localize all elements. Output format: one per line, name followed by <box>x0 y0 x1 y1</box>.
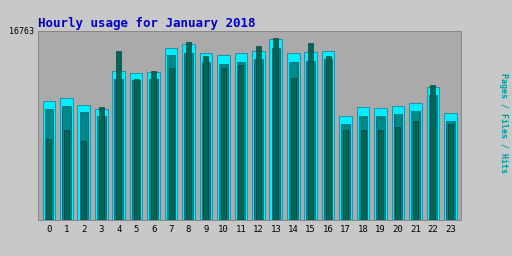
Bar <box>62 106 71 220</box>
Bar <box>378 130 383 220</box>
Bar <box>252 51 265 220</box>
Bar <box>150 79 158 220</box>
Bar <box>426 87 439 220</box>
Bar <box>291 78 296 220</box>
Bar <box>64 130 69 220</box>
Bar <box>269 39 282 220</box>
Text: Hourly usage for January 2018: Hourly usage for January 2018 <box>38 17 256 29</box>
Bar <box>256 46 261 220</box>
Bar <box>239 65 243 220</box>
Bar <box>200 53 212 220</box>
Bar <box>77 105 90 220</box>
Bar <box>444 113 457 220</box>
Bar <box>376 116 385 220</box>
Bar <box>99 107 104 220</box>
Bar <box>254 59 263 220</box>
Bar <box>305 52 317 220</box>
Bar <box>326 56 331 220</box>
Bar <box>45 109 53 220</box>
Bar <box>47 139 51 220</box>
Bar <box>184 53 193 220</box>
Bar <box>165 48 177 220</box>
Bar <box>130 73 142 220</box>
Bar <box>234 53 247 220</box>
Bar <box>306 61 315 220</box>
Bar <box>394 114 402 220</box>
Bar <box>81 141 87 220</box>
Bar <box>202 62 210 220</box>
Bar <box>203 56 208 220</box>
Bar <box>446 121 455 220</box>
Bar <box>147 72 160 220</box>
Bar <box>359 116 367 220</box>
Bar <box>413 121 418 220</box>
Bar <box>95 109 108 220</box>
Bar <box>116 51 121 220</box>
Bar <box>324 59 332 220</box>
Bar <box>343 130 348 220</box>
Bar <box>134 79 139 220</box>
Bar <box>411 111 420 220</box>
Bar <box>360 130 366 220</box>
Bar <box>151 71 156 220</box>
Bar <box>132 80 140 220</box>
Bar <box>168 68 174 220</box>
Bar <box>182 44 195 220</box>
Bar <box>217 55 230 220</box>
Text: Pages / Files / Hits: Pages / Files / Hits <box>499 73 508 173</box>
Bar <box>322 51 334 220</box>
Bar <box>357 107 369 220</box>
Bar <box>395 127 400 220</box>
Bar <box>219 64 228 220</box>
Bar <box>186 42 191 220</box>
Bar <box>237 62 245 220</box>
Bar <box>374 108 387 220</box>
Bar <box>167 55 175 220</box>
Bar <box>114 79 123 220</box>
Bar <box>273 38 279 220</box>
Bar <box>339 116 352 220</box>
Bar <box>289 62 297 220</box>
Bar <box>392 106 404 220</box>
Bar <box>429 95 437 220</box>
Bar <box>42 101 55 220</box>
Bar <box>271 48 280 220</box>
Bar <box>431 84 435 220</box>
Bar <box>79 112 88 220</box>
Bar <box>409 103 422 220</box>
Bar <box>113 71 125 220</box>
Bar <box>221 68 226 220</box>
Bar <box>342 124 350 220</box>
Bar <box>308 43 313 220</box>
Bar <box>97 116 105 220</box>
Bar <box>60 98 73 220</box>
Bar <box>448 124 453 220</box>
Bar <box>287 53 300 220</box>
